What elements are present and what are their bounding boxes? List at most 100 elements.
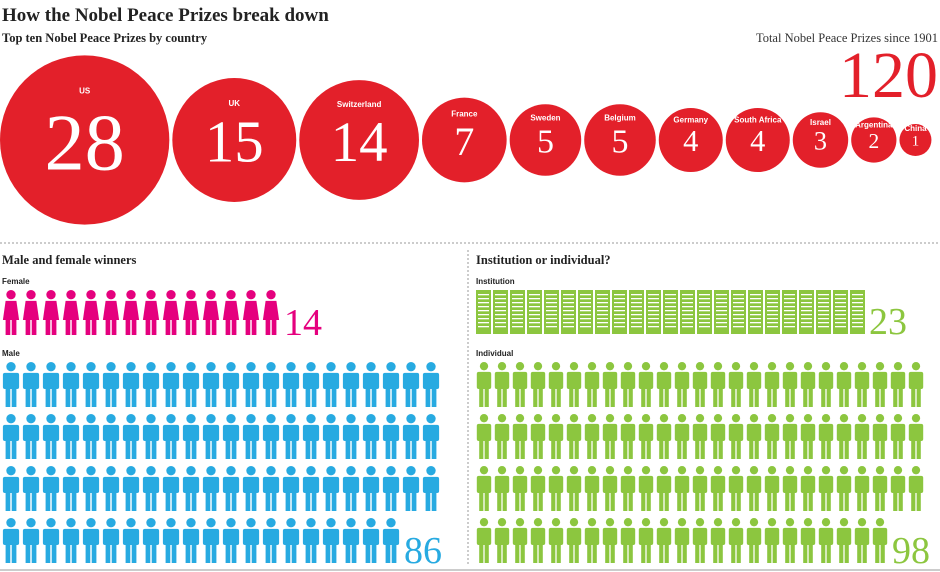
- icon-body: [854, 527, 870, 545]
- icon-head: [605, 518, 615, 527]
- icon: [142, 414, 160, 459]
- icon-leg: [251, 389, 257, 407]
- icon-leg: [265, 441, 271, 459]
- icon-window: [512, 326, 523, 328]
- icon-body: [530, 371, 546, 389]
- icon-leg: [231, 441, 237, 459]
- icon-leg: [371, 545, 377, 563]
- icon-leg: [105, 389, 111, 407]
- icon-head: [659, 362, 669, 371]
- icon-leg: [385, 441, 391, 459]
- icon-leg: [225, 493, 231, 511]
- bubble-label: Switzerland: [337, 100, 382, 109]
- icon: [782, 362, 798, 407]
- icon-leg: [371, 441, 377, 459]
- icon-leg: [574, 441, 579, 459]
- icon-head: [641, 518, 651, 527]
- icon-leg: [305, 493, 311, 511]
- icon-body: [202, 528, 220, 545]
- icon-leg: [105, 317, 111, 335]
- icon-window: [852, 306, 863, 308]
- icon-body: [302, 476, 320, 493]
- icon-window: [835, 298, 846, 300]
- icon: [512, 362, 528, 407]
- icon-building: [816, 290, 831, 334]
- icon-head: [569, 362, 579, 371]
- icon-leg: [65, 317, 71, 335]
- icon-leg: [520, 493, 525, 511]
- icon-window: [478, 306, 489, 308]
- icon-head: [66, 414, 76, 424]
- icon-leg: [365, 441, 371, 459]
- icon-head: [366, 362, 376, 372]
- icon-leg: [749, 389, 754, 407]
- icon-leg: [431, 493, 437, 511]
- series-label: Female: [2, 277, 30, 286]
- icon: [262, 362, 280, 407]
- icon: [202, 290, 220, 335]
- icon-leg: [574, 545, 579, 563]
- icon-body: [202, 300, 220, 320]
- icon-leg: [31, 389, 37, 407]
- icon-body: [656, 527, 672, 545]
- icon-window: [563, 318, 574, 320]
- icon-leg: [785, 441, 790, 459]
- icon-body: [836, 527, 852, 545]
- icon: [620, 466, 636, 511]
- icon-leg: [569, 441, 574, 459]
- icon: [302, 518, 320, 563]
- icon-leg: [808, 441, 813, 459]
- icon-window: [563, 326, 574, 328]
- icon: [692, 414, 708, 459]
- icon-leg: [659, 545, 664, 563]
- icon-leg: [351, 389, 357, 407]
- icon-window: [648, 314, 659, 316]
- icon-head: [731, 466, 741, 475]
- icon-leg: [131, 441, 137, 459]
- icon-leg: [205, 441, 211, 459]
- icon: [674, 414, 690, 459]
- icon-window: [835, 294, 846, 296]
- icon-leg: [700, 389, 705, 407]
- icon-leg: [51, 317, 57, 335]
- icon-body: [242, 476, 260, 493]
- icon-head: [731, 518, 741, 527]
- icon-head: [346, 362, 356, 372]
- icon-leg: [682, 493, 687, 511]
- icon: [728, 466, 744, 511]
- icon-head: [821, 466, 831, 475]
- icon-head: [206, 414, 216, 424]
- icon-leg: [605, 441, 610, 459]
- icon: [476, 414, 492, 459]
- icon-head: [46, 290, 56, 300]
- icon-head: [857, 466, 867, 475]
- icon: [2, 414, 20, 459]
- icon: [530, 466, 546, 511]
- icon-head: [86, 362, 96, 372]
- icon-window: [529, 306, 540, 308]
- icon: [728, 518, 744, 563]
- icon-head: [26, 518, 36, 528]
- icon-leg: [71, 545, 77, 563]
- icon-body: [512, 527, 528, 545]
- icon-leg: [271, 389, 277, 407]
- icon-window: [648, 306, 659, 308]
- icon-leg: [623, 545, 628, 563]
- icon-body: [282, 528, 300, 545]
- icon-body: [142, 424, 160, 441]
- icon: [302, 466, 320, 511]
- icon-leg: [65, 441, 71, 459]
- icon-leg: [231, 493, 237, 511]
- icon-head: [6, 290, 16, 300]
- icon-leg: [45, 545, 51, 563]
- bubble: [299, 80, 419, 200]
- icon: [566, 414, 582, 459]
- icon-body: [548, 371, 564, 389]
- icon-leg: [592, 545, 597, 563]
- icon-window: [699, 298, 710, 300]
- icon: [782, 466, 798, 511]
- icon-body: [764, 475, 780, 493]
- icon-head: [46, 362, 56, 372]
- icon-head: [695, 414, 705, 423]
